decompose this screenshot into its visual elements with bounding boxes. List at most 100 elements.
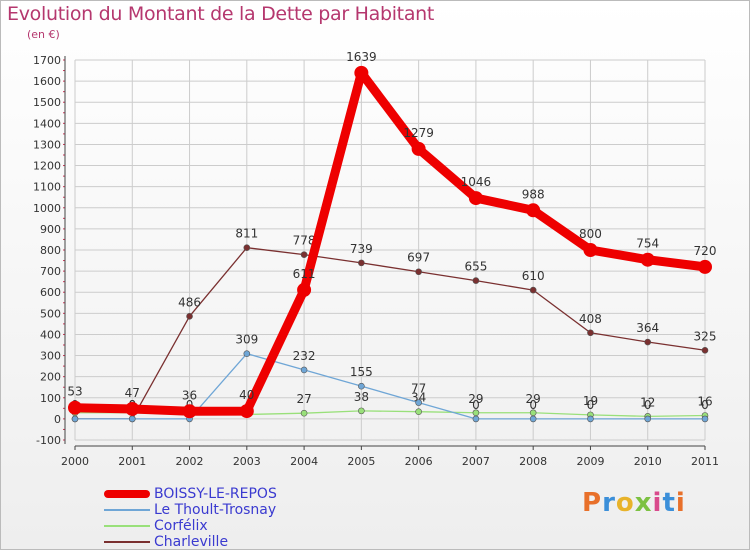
data-label: 29 (526, 392, 541, 406)
data-label: 47 (125, 386, 140, 400)
y-tick-label: 800 (40, 244, 61, 257)
data-label: 0 (644, 398, 652, 412)
x-tick-label: 2009 (576, 455, 604, 468)
legend-item-corfelix: Corfélix (104, 518, 404, 534)
data-label: 77 (411, 382, 426, 396)
legend-label: Le Thoult-Trosnay (154, 502, 277, 518)
data-point (529, 415, 537, 423)
x-tick-label: 2003 (233, 455, 261, 468)
data-point (698, 259, 712, 274)
data-point (640, 252, 655, 267)
data-point (243, 350, 251, 357)
y-tick-label: 1500 (33, 96, 61, 109)
data-point (358, 407, 365, 415)
data-point (644, 338, 652, 346)
y-tick-label: -100 (36, 434, 61, 447)
data-point (415, 408, 422, 416)
data-label: 754 (636, 237, 659, 251)
data-label: 325 (694, 329, 717, 343)
legend-label: Charleville (154, 534, 229, 550)
data-label: 12 (640, 395, 655, 409)
chart-subtitle: (en €) (27, 28, 60, 41)
data-label: 611 (293, 267, 316, 281)
x-tick-label: 2010 (634, 455, 662, 468)
data-label: 739 (350, 242, 373, 256)
data-point (529, 286, 537, 294)
y-tick-label: 500 (40, 307, 61, 320)
data-point (472, 277, 480, 284)
data-point (300, 366, 308, 374)
y-tick-label: 1600 (33, 75, 61, 88)
logo-letter: i (652, 488, 663, 518)
y-tick-label: 0 (54, 413, 61, 426)
data-label: 1279 (403, 126, 434, 140)
legend-label: BOISSY-LE-REPOS (154, 486, 277, 502)
legend-item-thoult: Le Thoult-Trosnay (104, 502, 404, 518)
series-line (70, 68, 710, 416)
data-point (128, 415, 136, 423)
data-label: 0 (587, 398, 595, 412)
data-point (358, 382, 365, 390)
y-tick-label: 1400 (33, 117, 61, 130)
y-tick-label: 600 (40, 286, 61, 299)
logo-letter: t (662, 488, 676, 518)
logo-letter: o (615, 488, 635, 518)
data-label: 232 (293, 349, 316, 363)
x-tick-label: 2001 (118, 455, 146, 468)
logo-letter: r (602, 488, 616, 518)
data-point (300, 251, 308, 258)
data-point (587, 415, 594, 423)
data-point (583, 243, 598, 257)
data-label: 1046 (461, 175, 492, 189)
x-tick-label: 2007 (462, 455, 490, 468)
data-point (354, 65, 369, 80)
x-tick-label: 2008 (519, 455, 547, 468)
data-point (526, 203, 541, 218)
data-label: 19 (583, 394, 598, 408)
proxiti-logo: Proxiti (582, 488, 686, 518)
y-tick-label: 400 (40, 328, 61, 341)
data-label: 364 (636, 321, 659, 335)
legend-swatch (104, 509, 150, 511)
x-tick-label: 2011 (691, 455, 719, 468)
logo-letter: x (634, 488, 653, 518)
legend-swatch (104, 541, 150, 543)
y-tick-label: 1000 (33, 202, 61, 215)
data-point (468, 191, 483, 206)
data-label: 16 (697, 395, 712, 409)
data-label: 309 (235, 333, 258, 347)
data-label: 29 (468, 392, 483, 406)
data-label: 720 (694, 244, 717, 258)
data-point (644, 415, 652, 423)
data-label: 800 (579, 227, 602, 241)
y-tick-label: 100 (40, 392, 61, 405)
data-point (297, 282, 312, 297)
series-line (74, 353, 706, 420)
y-tick-label: 1200 (33, 160, 61, 173)
logo-letter: i (675, 488, 686, 518)
data-point (71, 415, 79, 423)
logo-letter: P (582, 488, 603, 518)
legend-swatch (104, 490, 150, 498)
data-label: 53 (67, 385, 82, 399)
data-point (415, 399, 422, 406)
x-tick-label: 2004 (290, 455, 318, 468)
data-point (239, 404, 254, 419)
data-point (587, 329, 594, 337)
chart-title: Evolution du Montant de la Dette par Hab… (7, 3, 435, 25)
data-label: 811 (235, 227, 258, 241)
x-tick-label: 2005 (347, 455, 375, 468)
data-label: 697 (407, 251, 430, 265)
legend-item-boissy: BOISSY-LE-REPOS (104, 486, 404, 502)
legend-swatch (104, 525, 150, 527)
data-point (701, 415, 709, 423)
data-label: 988 (522, 187, 545, 201)
data-label: 1639 (346, 50, 377, 64)
data-label: 0 (701, 398, 709, 412)
data-point (300, 409, 308, 417)
data-label: 408 (579, 312, 602, 326)
data-point (472, 415, 480, 423)
legend-item-charleville: Charleville (104, 534, 404, 550)
data-label: 36 (182, 388, 197, 402)
